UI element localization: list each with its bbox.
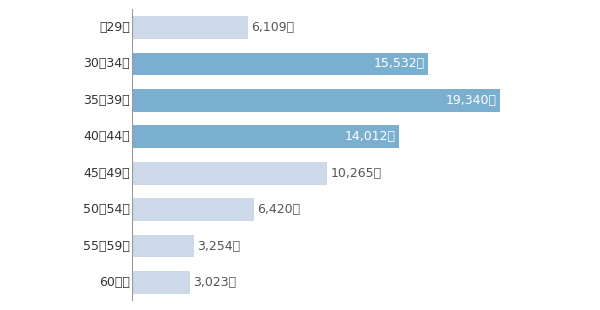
Text: 6,420名: 6,420名 bbox=[257, 203, 301, 216]
Text: 〜29歳: 〜29歳 bbox=[99, 21, 130, 34]
Text: 60歳〜: 60歳〜 bbox=[99, 276, 130, 289]
Text: 15,532名: 15,532名 bbox=[373, 57, 425, 70]
Text: 19,340名: 19,340名 bbox=[446, 94, 497, 107]
Text: 3,254名: 3,254名 bbox=[197, 240, 240, 253]
Bar bbox=[132, 53, 428, 75]
Text: 14,012名: 14,012名 bbox=[344, 130, 395, 143]
Text: 3,023名: 3,023名 bbox=[193, 276, 236, 289]
Bar bbox=[132, 89, 500, 112]
Text: 30〜34歳: 30〜34歳 bbox=[83, 57, 130, 70]
Bar bbox=[132, 198, 254, 221]
Text: 55〜59歳: 55〜59歳 bbox=[83, 240, 130, 253]
Bar bbox=[132, 126, 399, 148]
Text: 35〜39歳: 35〜39歳 bbox=[83, 94, 130, 107]
Text: 50〜54歳: 50〜54歳 bbox=[83, 203, 130, 216]
Bar bbox=[132, 162, 328, 184]
Text: 45〜49歳: 45〜49歳 bbox=[83, 167, 130, 180]
Bar bbox=[132, 16, 248, 39]
Text: 40〜44歳: 40〜44歳 bbox=[83, 130, 130, 143]
Text: 10,265名: 10,265名 bbox=[331, 167, 382, 180]
Bar bbox=[132, 235, 194, 257]
Text: 6,109名: 6,109名 bbox=[251, 21, 295, 34]
Bar bbox=[132, 271, 190, 294]
